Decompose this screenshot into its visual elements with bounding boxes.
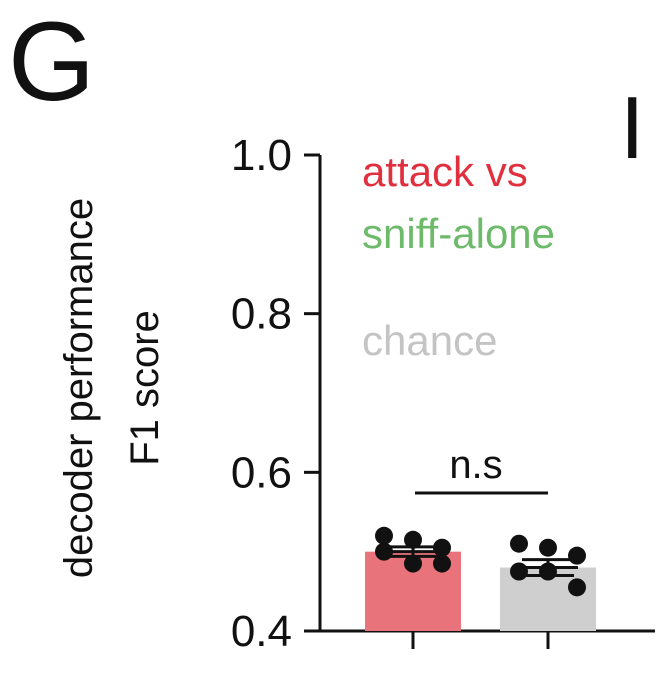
- data-point: [510, 562, 528, 581]
- data-point: [539, 538, 557, 557]
- y-tick-label: 1.0: [231, 131, 292, 180]
- data-point: [568, 578, 586, 597]
- x-axis: [320, 629, 655, 649]
- y-axis-title: decoder performance F1 score: [57, 198, 167, 578]
- legend-entry-sniff-alone: sniff-alone: [362, 210, 555, 257]
- y-tick-label: 0.6: [231, 448, 292, 497]
- panel-letter: G: [8, 0, 95, 124]
- data-point: [375, 526, 393, 545]
- y-tick-label: 0.8: [231, 290, 292, 339]
- y-tick-label: 0.4: [231, 607, 292, 656]
- legend-entry-attack: attack vs: [362, 148, 528, 195]
- next-panel-letter: I: [620, 78, 644, 177]
- y-axis-title-line-2: F1 score: [123, 310, 167, 466]
- legend-entry-chance: chance: [362, 317, 497, 364]
- data-point: [568, 546, 586, 565]
- legend: attack vs sniff-alone chance: [362, 148, 555, 364]
- data-point: [510, 534, 528, 553]
- data-point: [404, 554, 422, 573]
- data-point: [433, 554, 451, 573]
- bars: [365, 551, 596, 631]
- error-bars: [383, 545, 578, 577]
- significance-label: n.s: [449, 443, 502, 487]
- y-axis-title-line-1: decoder performance: [57, 198, 101, 578]
- data-point: [404, 530, 422, 549]
- significance-annotation: n.s: [415, 443, 548, 495]
- y-axis: 0.4 0.6 0.8 1.0: [231, 131, 322, 656]
